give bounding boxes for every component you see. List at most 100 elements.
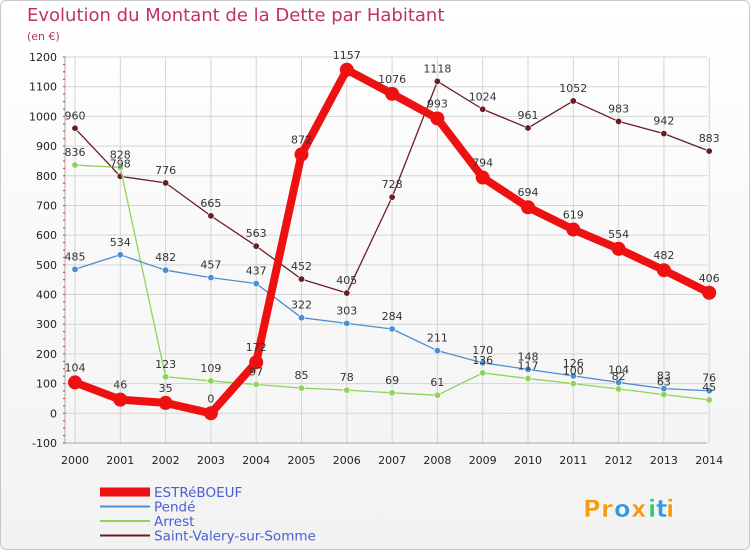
x-tick-label: 2006	[333, 454, 361, 467]
data-label-saint-valery-sur-somme: 1118	[423, 62, 451, 75]
logo-letter: P	[583, 495, 601, 523]
data-point-arrest	[615, 385, 623, 393]
data-point-arrest	[433, 391, 441, 399]
data-label-arrest: 123	[155, 358, 176, 371]
data-label-estr-boeuf: 406	[699, 272, 720, 285]
x-tick-label: 2003	[197, 454, 225, 467]
y-tick-label: -100	[32, 437, 57, 450]
data-label-arrest: 61	[430, 376, 444, 389]
data-point-arrest	[116, 163, 124, 171]
data-point-saint-valery-sur-somme	[207, 212, 215, 220]
logo-letter: t	[656, 495, 667, 523]
data-label-pend-: 534	[110, 236, 131, 249]
data-point-saint-valery-sur-somme	[705, 147, 713, 155]
x-tick-label: 2004	[242, 454, 270, 467]
data-point-estr-boeuf	[113, 392, 128, 407]
chart-subtitle: (en €)	[27, 30, 60, 43]
logo-letter: o	[614, 495, 631, 523]
data-label-pend-: 457	[200, 259, 221, 272]
data-label-estr-boeuf: 794	[472, 157, 493, 170]
data-label-arrest: 78	[340, 371, 354, 384]
data-label-saint-valery-sur-somme: 798	[110, 157, 131, 170]
data-label-arrest: 828	[110, 148, 131, 161]
data-point-saint-valery-sur-somme	[252, 242, 260, 250]
data-point-arrest	[705, 396, 713, 404]
data-label-estr-boeuf: 46	[113, 379, 127, 392]
data-point-saint-valery-sur-somme	[524, 124, 532, 132]
data-point-arrest	[297, 384, 305, 392]
data-point-saint-valery-sur-somme	[297, 275, 305, 283]
data-label-saint-valery-sur-somme: 1052	[559, 82, 587, 95]
data-point-estr-boeuf	[249, 355, 264, 370]
y-tick-label: 700	[36, 199, 57, 212]
data-label-saint-valery-sur-somme: 563	[246, 227, 267, 240]
data-point-estr-boeuf	[158, 395, 173, 410]
data-point-pend-	[162, 266, 170, 274]
data-point-arrest	[660, 391, 668, 399]
data-label-estr-boeuf: 872	[291, 133, 312, 146]
data-point-pend-	[615, 378, 623, 386]
data-label-pend-: 148	[518, 350, 539, 363]
legend-label: ESTRéBOEUF	[154, 485, 242, 501]
data-point-estr-boeuf	[385, 86, 400, 101]
data-label-estr-boeuf: 1076	[378, 73, 406, 86]
data-label-estr-boeuf: 482	[653, 249, 674, 262]
data-point-pend-	[297, 314, 305, 322]
data-point-pend-	[207, 274, 215, 282]
data-label-arrest: 69	[385, 374, 399, 387]
data-label-estr-boeuf: 1157	[333, 49, 361, 62]
data-point-saint-valery-sur-somme	[433, 77, 441, 85]
data-point-arrest	[479, 369, 487, 377]
data-label-arrest: 63	[657, 376, 671, 389]
data-label-pend-: 83	[657, 370, 671, 383]
data-point-saint-valery-sur-somme	[569, 97, 577, 105]
x-tick-label: 2011	[559, 454, 587, 467]
data-point-estr-boeuf	[294, 147, 309, 162]
data-point-arrest	[71, 161, 79, 169]
x-tick-label: 2001	[106, 454, 134, 467]
data-point-pend-	[569, 372, 577, 380]
data-point-estr-boeuf	[656, 263, 671, 278]
data-label-saint-valery-sur-somme: 776	[155, 164, 176, 177]
logo-letter: x	[631, 495, 647, 523]
data-label-pend-: 485	[65, 250, 86, 263]
data-label-arrest: 109	[200, 362, 221, 375]
data-point-pend-	[433, 347, 441, 355]
x-tick-label: 2010	[514, 454, 542, 467]
data-label-pend-: 437	[246, 265, 267, 278]
data-point-saint-valery-sur-somme	[615, 117, 623, 125]
series-lines	[68, 62, 717, 421]
data-point-estr-boeuf	[203, 406, 218, 421]
y-tick-label: 1100	[29, 81, 57, 94]
data-label-arrest: 117	[518, 360, 539, 373]
data-point-pend-	[660, 385, 668, 393]
data-point-estr-boeuf	[566, 222, 581, 237]
y-tick-label: 200	[36, 348, 57, 361]
data-label-estr-boeuf: 0	[207, 392, 214, 405]
data-point-arrest	[207, 377, 215, 385]
data-label-saint-valery-sur-somme: 728	[382, 178, 403, 191]
y-tick-label: 0	[50, 407, 57, 420]
y-tick-label: 500	[36, 259, 57, 272]
data-label-pend-: 482	[155, 251, 176, 264]
data-label-pend-: 76	[702, 372, 716, 385]
data-label-estr-boeuf: 172	[246, 341, 267, 354]
data-label-saint-valery-sur-somme: 983	[608, 102, 629, 115]
data-point-pend-	[524, 365, 532, 373]
data-label-pend-: 126	[563, 357, 584, 370]
data-point-estr-boeuf	[521, 200, 535, 215]
data-label-arrest: 836	[65, 146, 86, 159]
y-tick-label: 100	[36, 378, 57, 391]
legend-label: Pendé	[154, 500, 195, 516]
data-point-arrest	[524, 375, 532, 383]
data-point-saint-valery-sur-somme	[479, 105, 487, 113]
data-point-estr-boeuf	[611, 241, 626, 256]
logo-letter: r	[601, 495, 613, 523]
y-tick-label: 600	[36, 229, 57, 242]
data-label-saint-valery-sur-somme: 452	[291, 260, 312, 273]
chart-title: Evolution du Montant de la Dette par Hab…	[27, 5, 444, 26]
x-tick-label: 2007	[378, 454, 406, 467]
data-label-saint-valery-sur-somme: 665	[200, 197, 221, 210]
